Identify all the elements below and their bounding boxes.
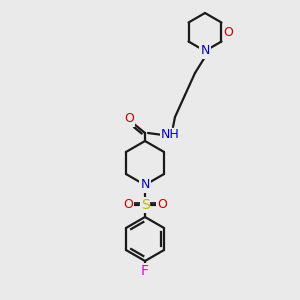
Text: NH: NH xyxy=(160,128,179,142)
Text: O: O xyxy=(123,199,133,212)
Text: O: O xyxy=(157,199,167,212)
Text: N: N xyxy=(200,44,210,58)
Text: O: O xyxy=(224,26,233,38)
Text: S: S xyxy=(141,198,149,212)
Text: F: F xyxy=(141,264,149,278)
Text: N: N xyxy=(140,178,150,191)
Text: O: O xyxy=(124,112,134,125)
